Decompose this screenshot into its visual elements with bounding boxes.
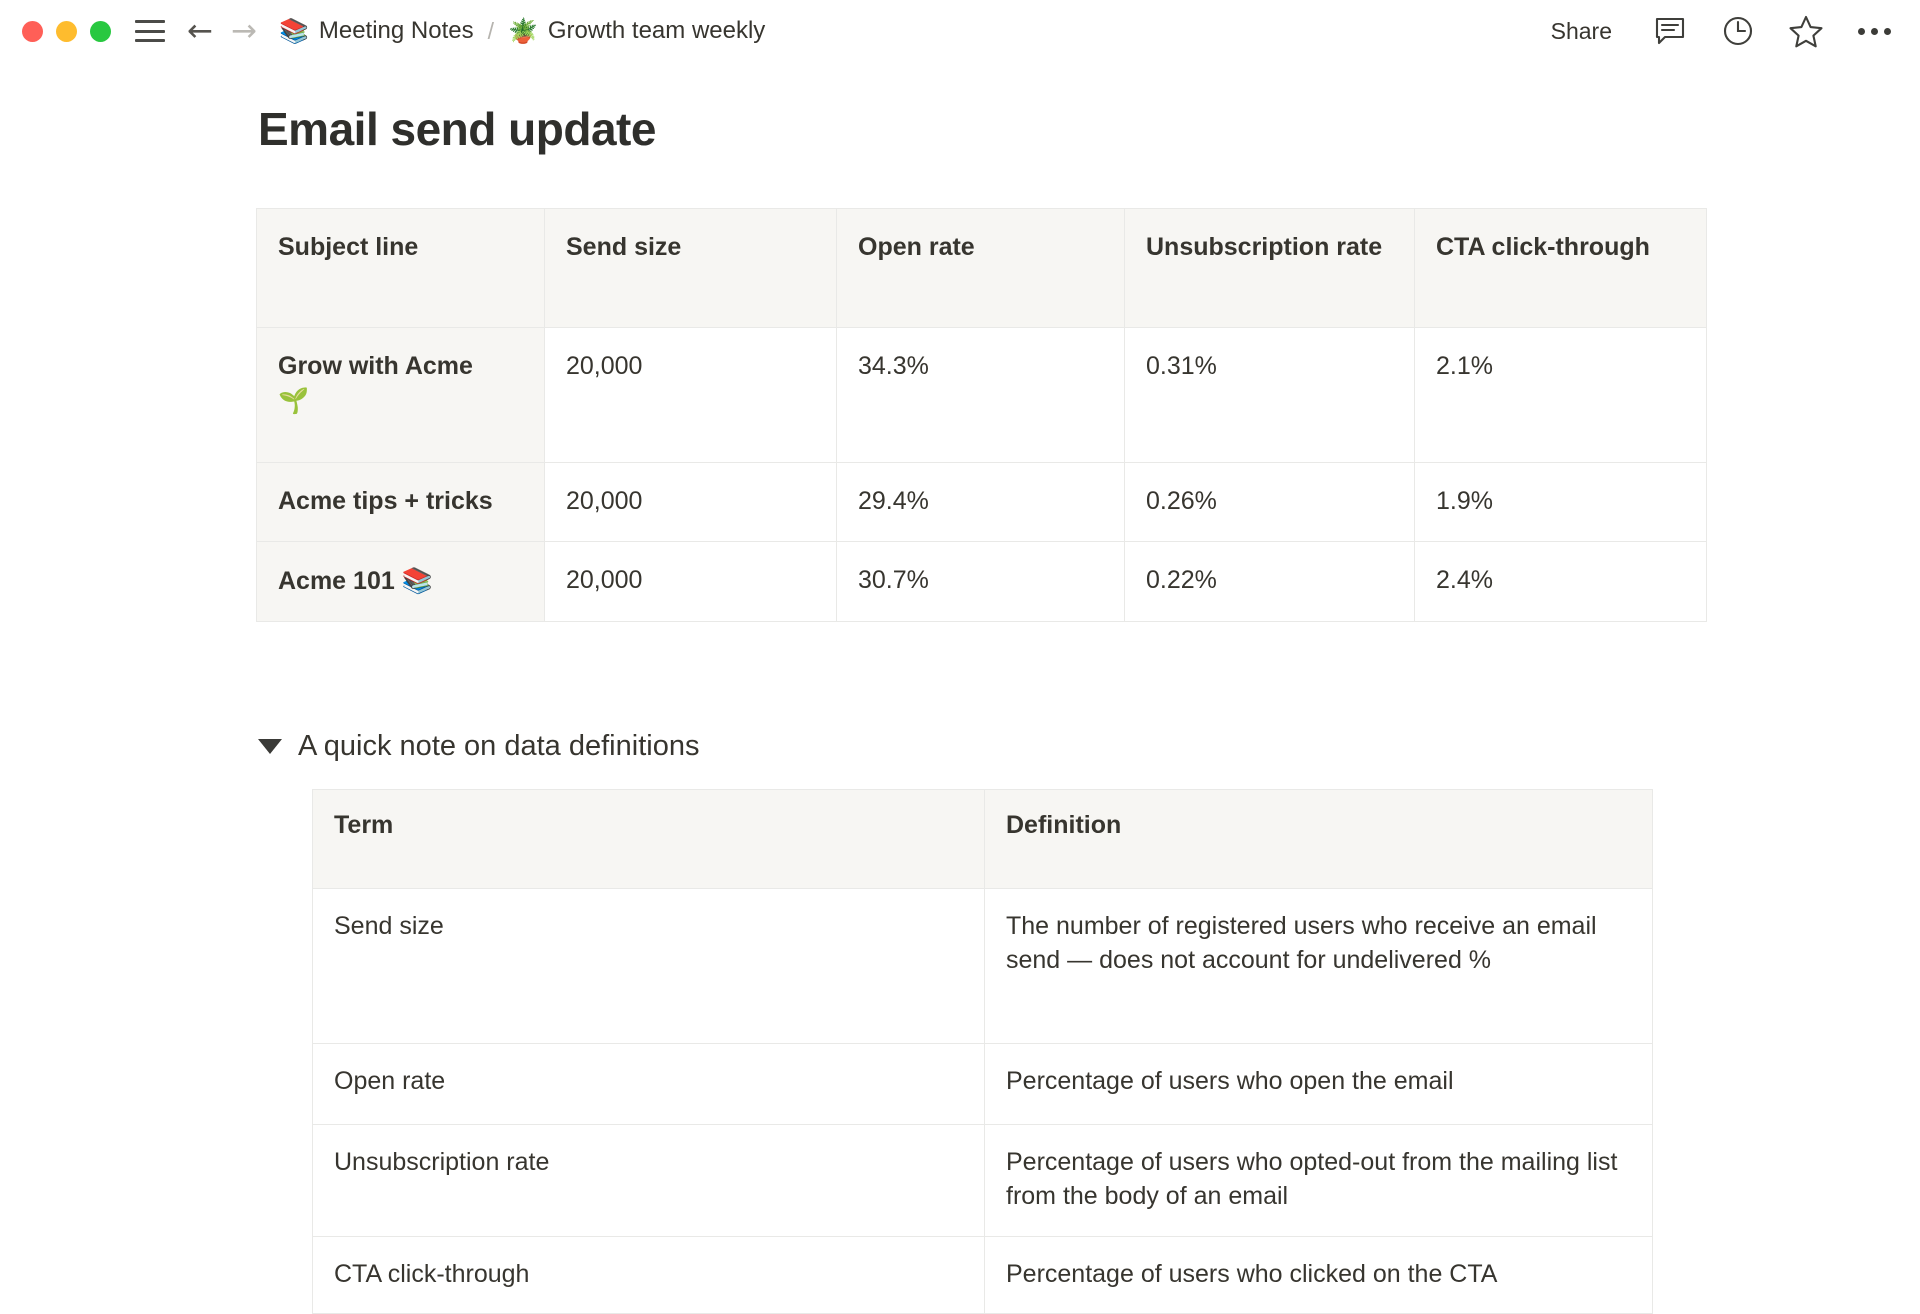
table-row: Acme 101 📚 20,000 30.7% 0.22% 2.4% xyxy=(257,541,1707,621)
table-row: Open rate Percentage of users who open t… xyxy=(313,1043,1653,1124)
zoom-window-button[interactable] xyxy=(90,21,111,42)
cell-subject-line[interactable]: Acme 101 📚 xyxy=(257,541,545,621)
window-titlebar: ← → 📚 Meeting Notes / 🪴 Growth team week… xyxy=(0,0,1920,62)
cell-open-rate[interactable]: 34.3% xyxy=(837,328,1125,463)
cell-term[interactable]: Send size xyxy=(313,888,985,1043)
forward-arrow-icon[interactable]: → xyxy=(231,16,257,47)
cell-term[interactable]: Unsubscription rate xyxy=(313,1124,985,1236)
cell-subject-line[interactable]: Grow with Acme 🌱 xyxy=(257,328,545,463)
hamburger-line xyxy=(135,30,165,33)
table-row: Grow with Acme 🌱 20,000 34.3% 0.31% 2.1% xyxy=(257,328,1707,463)
cell-send-size[interactable]: 20,000 xyxy=(545,328,837,463)
column-header-definition[interactable]: Definition xyxy=(985,789,1653,888)
cell-send-size[interactable]: 20,000 xyxy=(545,541,837,621)
table-row: CTA click-through Percentage of users wh… xyxy=(313,1236,1653,1314)
column-header-send-size[interactable]: Send size xyxy=(545,209,837,328)
ellipsis-dots xyxy=(1858,28,1891,35)
ellipsis-dot xyxy=(1871,28,1878,35)
column-header-open-rate[interactable]: Open rate xyxy=(837,209,1125,328)
metrics-table-head: Subject line Send size Open rate Unsubsc… xyxy=(257,209,1707,328)
cell-unsubscription-rate[interactable]: 0.26% xyxy=(1125,463,1415,542)
cell-send-size[interactable]: 20,000 xyxy=(545,463,837,542)
share-button[interactable]: Share xyxy=(1551,18,1612,45)
books-icon: 📚 xyxy=(402,566,433,595)
column-header-cta-click-through[interactable]: CTA click-through xyxy=(1415,209,1707,328)
column-header-subject-line[interactable]: Subject line xyxy=(257,209,545,328)
books-icon: 📚 xyxy=(279,19,309,43)
clock-icon[interactable] xyxy=(1720,13,1756,49)
definitions-table: Term Definition Send size The number of … xyxy=(312,789,1653,1314)
page-title: Email send update xyxy=(258,102,1920,156)
cell-definition[interactable]: Percentage of users who opted-out from t… xyxy=(985,1124,1653,1236)
cell-term[interactable]: CTA click-through xyxy=(313,1236,985,1314)
star-icon[interactable] xyxy=(1788,13,1824,49)
back-arrow-icon[interactable]: ← xyxy=(187,16,213,47)
cell-cta-click-through[interactable]: 2.1% xyxy=(1415,328,1707,463)
ellipsis-icon[interactable] xyxy=(1856,13,1892,49)
subject-line-text: Grow with Acme xyxy=(278,352,473,380)
table-row: Unsubscription rate Percentage of users … xyxy=(313,1124,1653,1236)
hamburger-menu-icon[interactable] xyxy=(135,20,165,42)
page-content: Email send update Subject line Send size… xyxy=(0,102,1920,1314)
ellipsis-dot xyxy=(1884,28,1891,35)
metrics-table-body: Grow with Acme 🌱 20,000 34.3% 0.31% 2.1%… xyxy=(257,328,1707,622)
ellipsis-dot xyxy=(1858,28,1865,35)
cell-open-rate[interactable]: 30.7% xyxy=(837,541,1125,621)
email-metrics-table: Subject line Send size Open rate Unsubsc… xyxy=(256,208,1707,622)
cell-definition[interactable]: Percentage of users who open the email xyxy=(985,1043,1653,1124)
cell-subject-line[interactable]: Acme tips + tricks xyxy=(257,463,545,542)
cell-term[interactable]: Open rate xyxy=(313,1043,985,1124)
seedling-icon: 🌱 xyxy=(278,384,309,418)
breadcrumb-parent-label: Meeting Notes xyxy=(319,17,474,45)
close-window-button[interactable] xyxy=(22,21,43,42)
column-header-term[interactable]: Term xyxy=(313,789,985,888)
breadcrumb-separator: / xyxy=(488,18,494,45)
definitions-table-head: Term Definition xyxy=(313,789,1653,888)
definitions-table-body: Send size The number of registered users… xyxy=(313,888,1653,1314)
cell-cta-click-through[interactable]: 1.9% xyxy=(1415,463,1707,542)
table-row: Acme tips + tricks 20,000 29.4% 0.26% 1.… xyxy=(257,463,1707,542)
cell-unsubscription-rate[interactable]: 0.22% xyxy=(1125,541,1415,621)
comment-icon[interactable] xyxy=(1652,13,1688,49)
cell-definition[interactable]: Percentage of users who clicked on the C… xyxy=(985,1236,1653,1314)
toggle-data-definitions[interactable]: A quick note on data definitions xyxy=(258,732,1920,761)
window-controls xyxy=(22,21,111,42)
cell-definition[interactable]: The number of registered users who recei… xyxy=(985,888,1653,1043)
breadcrumb-parent[interactable]: 📚 Meeting Notes xyxy=(279,17,474,45)
table-header-row: Subject line Send size Open rate Unsubsc… xyxy=(257,209,1707,328)
column-header-unsubscription-rate[interactable]: Unsubscription rate xyxy=(1125,209,1415,328)
potted-plant-icon: 🪴 xyxy=(508,19,538,43)
caret-down-icon[interactable] xyxy=(258,739,282,754)
cell-cta-click-through[interactable]: 2.4% xyxy=(1415,541,1707,621)
hamburger-line xyxy=(135,39,165,42)
breadcrumb-current-label: Growth team weekly xyxy=(548,17,765,45)
subject-line-text: Acme 101 xyxy=(278,567,395,595)
table-row: Send size The number of registered users… xyxy=(313,888,1653,1043)
hamburger-line xyxy=(135,20,165,23)
toggle-label: A quick note on data definitions xyxy=(298,732,699,761)
cell-unsubscription-rate[interactable]: 0.31% xyxy=(1125,328,1415,463)
minimize-window-button[interactable] xyxy=(56,21,77,42)
cell-open-rate[interactable]: 29.4% xyxy=(837,463,1125,542)
breadcrumb-current[interactable]: 🪴 Growth team weekly xyxy=(508,17,765,45)
table-header-row: Term Definition xyxy=(313,789,1653,888)
